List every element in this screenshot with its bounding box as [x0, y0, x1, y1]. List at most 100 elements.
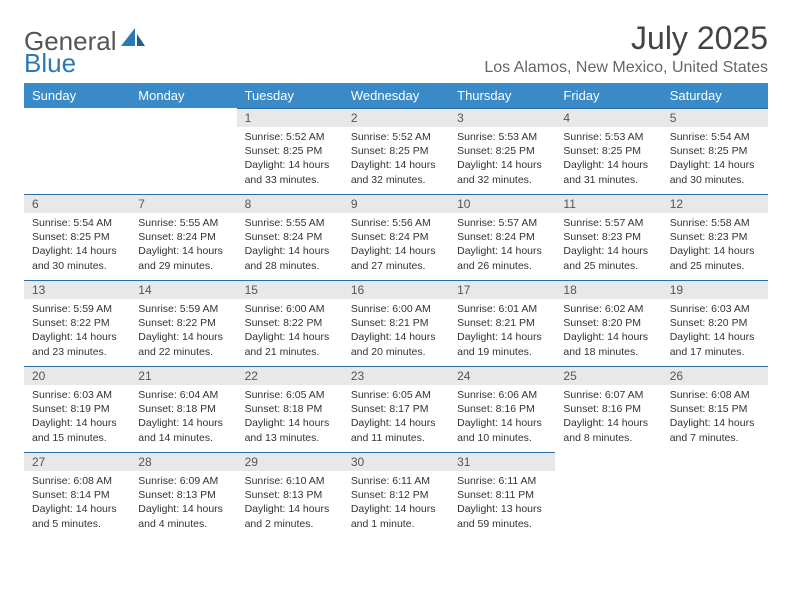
calendar-day-cell: 11Sunrise: 5:57 AMSunset: 8:23 PMDayligh… [555, 194, 661, 280]
weekday-header: Friday [555, 83, 661, 108]
sunset-text: Sunset: 8:11 PM [457, 488, 547, 502]
sunset-text: Sunset: 8:25 PM [245, 144, 335, 158]
calendar-day-cell: 22Sunrise: 6:05 AMSunset: 8:18 PMDayligh… [237, 366, 343, 452]
daylight-text: Daylight: 14 hours and 22 minutes. [138, 330, 228, 358]
calendar-week-row: 1Sunrise: 5:52 AMSunset: 8:25 PMDaylight… [24, 108, 768, 194]
calendar-table: SundayMondayTuesdayWednesdayThursdayFrid… [24, 83, 768, 538]
weekday-header: Saturday [662, 83, 768, 108]
weekday-header: Sunday [24, 83, 130, 108]
daylight-text: Daylight: 14 hours and 33 minutes. [245, 158, 335, 186]
day-number: 2 [343, 108, 449, 127]
day-details: Sunrise: 6:02 AMSunset: 8:20 PMDaylight:… [555, 299, 661, 365]
sunrise-text: Sunrise: 6:00 AM [245, 302, 335, 316]
sunrise-text: Sunrise: 5:58 AM [670, 216, 760, 230]
calendar-day-cell: 26Sunrise: 6:08 AMSunset: 8:15 PMDayligh… [662, 366, 768, 452]
calendar-day-cell: 7Sunrise: 5:55 AMSunset: 8:24 PMDaylight… [130, 194, 236, 280]
day-number: 27 [24, 452, 130, 471]
day-details: Sunrise: 6:05 AMSunset: 8:17 PMDaylight:… [343, 385, 449, 451]
sunset-text: Sunset: 8:20 PM [670, 316, 760, 330]
month-title: July 2025 [484, 20, 768, 57]
sunrise-text: Sunrise: 5:59 AM [138, 302, 228, 316]
calendar-day-cell: 12Sunrise: 5:58 AMSunset: 8:23 PMDayligh… [662, 194, 768, 280]
sunset-text: Sunset: 8:25 PM [351, 144, 441, 158]
calendar-day-cell [130, 108, 236, 194]
header: GeneralBlue July 2025 Los Alamos, New Me… [24, 20, 768, 77]
day-details: Sunrise: 6:10 AMSunset: 8:13 PMDaylight:… [237, 471, 343, 537]
calendar-day-cell: 16Sunrise: 6:00 AMSunset: 8:21 PMDayligh… [343, 280, 449, 366]
daylight-text: Daylight: 14 hours and 7 minutes. [670, 416, 760, 444]
sunset-text: Sunset: 8:15 PM [670, 402, 760, 416]
day-number: 8 [237, 194, 343, 213]
brand-part2: Blue [24, 50, 147, 76]
daylight-text: Daylight: 14 hours and 29 minutes. [138, 244, 228, 272]
sunset-text: Sunset: 8:25 PM [32, 230, 122, 244]
day-number: 4 [555, 108, 661, 127]
sunrise-text: Sunrise: 5:52 AM [245, 130, 335, 144]
sunrise-text: Sunrise: 6:01 AM [457, 302, 547, 316]
calendar-day-cell: 5Sunrise: 5:54 AMSunset: 8:25 PMDaylight… [662, 108, 768, 194]
day-number: 12 [662, 194, 768, 213]
calendar-day-cell: 18Sunrise: 6:02 AMSunset: 8:20 PMDayligh… [555, 280, 661, 366]
location-text: Los Alamos, New Mexico, United States [484, 59, 768, 77]
calendar-day-cell: 9Sunrise: 5:56 AMSunset: 8:24 PMDaylight… [343, 194, 449, 280]
sunset-text: Sunset: 8:16 PM [563, 402, 653, 416]
sunrise-text: Sunrise: 6:05 AM [351, 388, 441, 402]
calendar-day-cell: 10Sunrise: 5:57 AMSunset: 8:24 PMDayligh… [449, 194, 555, 280]
daylight-text: Daylight: 14 hours and 14 minutes. [138, 416, 228, 444]
day-number: 21 [130, 366, 236, 385]
day-number: 24 [449, 366, 555, 385]
sunset-text: Sunset: 8:21 PM [351, 316, 441, 330]
calendar-day-cell: 29Sunrise: 6:10 AMSunset: 8:13 PMDayligh… [237, 452, 343, 538]
day-details: Sunrise: 5:53 AMSunset: 8:25 PMDaylight:… [555, 127, 661, 193]
day-details: Sunrise: 5:53 AMSunset: 8:25 PMDaylight:… [449, 127, 555, 193]
daylight-text: Daylight: 14 hours and 11 minutes. [351, 416, 441, 444]
sunset-text: Sunset: 8:20 PM [563, 316, 653, 330]
day-number: 6 [24, 194, 130, 213]
daylight-text: Daylight: 14 hours and 1 minute. [351, 502, 441, 530]
calendar-day-cell: 19Sunrise: 6:03 AMSunset: 8:20 PMDayligh… [662, 280, 768, 366]
day-details: Sunrise: 5:54 AMSunset: 8:25 PMDaylight:… [662, 127, 768, 193]
weekday-header: Wednesday [343, 83, 449, 108]
sunset-text: Sunset: 8:23 PM [563, 230, 653, 244]
calendar-day-cell: 30Sunrise: 6:11 AMSunset: 8:12 PMDayligh… [343, 452, 449, 538]
daylight-text: Daylight: 14 hours and 21 minutes. [245, 330, 335, 358]
day-details: Sunrise: 6:01 AMSunset: 8:21 PMDaylight:… [449, 299, 555, 365]
day-details: Sunrise: 6:11 AMSunset: 8:11 PMDaylight:… [449, 471, 555, 537]
daylight-text: Daylight: 13 hours and 59 minutes. [457, 502, 547, 530]
sunrise-text: Sunrise: 6:08 AM [32, 474, 122, 488]
day-details: Sunrise: 5:52 AMSunset: 8:25 PMDaylight:… [237, 127, 343, 193]
sunset-text: Sunset: 8:17 PM [351, 402, 441, 416]
day-details: Sunrise: 5:55 AMSunset: 8:24 PMDaylight:… [237, 213, 343, 279]
sunset-text: Sunset: 8:13 PM [138, 488, 228, 502]
day-number: 31 [449, 452, 555, 471]
day-number: 23 [343, 366, 449, 385]
day-number: 10 [449, 194, 555, 213]
daylight-text: Daylight: 14 hours and 4 minutes. [138, 502, 228, 530]
day-number: 26 [662, 366, 768, 385]
day-details: Sunrise: 6:04 AMSunset: 8:18 PMDaylight:… [130, 385, 236, 451]
daylight-text: Daylight: 14 hours and 25 minutes. [670, 244, 760, 272]
day-details: Sunrise: 5:52 AMSunset: 8:25 PMDaylight:… [343, 127, 449, 193]
day-details: Sunrise: 5:59 AMSunset: 8:22 PMDaylight:… [24, 299, 130, 365]
calendar-day-cell [24, 108, 130, 194]
title-block: July 2025 Los Alamos, New Mexico, United… [484, 20, 768, 77]
calendar-day-cell: 25Sunrise: 6:07 AMSunset: 8:16 PMDayligh… [555, 366, 661, 452]
day-details: Sunrise: 6:00 AMSunset: 8:21 PMDaylight:… [343, 299, 449, 365]
sunrise-text: Sunrise: 6:09 AM [138, 474, 228, 488]
day-details: Sunrise: 6:03 AMSunset: 8:20 PMDaylight:… [662, 299, 768, 365]
sunrise-text: Sunrise: 6:10 AM [245, 474, 335, 488]
daylight-text: Daylight: 14 hours and 2 minutes. [245, 502, 335, 530]
calendar-day-cell: 4Sunrise: 5:53 AMSunset: 8:25 PMDaylight… [555, 108, 661, 194]
day-details: Sunrise: 5:58 AMSunset: 8:23 PMDaylight:… [662, 213, 768, 279]
sunset-text: Sunset: 8:24 PM [351, 230, 441, 244]
day-number: 19 [662, 280, 768, 299]
sunrise-text: Sunrise: 6:03 AM [32, 388, 122, 402]
calendar-day-cell: 17Sunrise: 6:01 AMSunset: 8:21 PMDayligh… [449, 280, 555, 366]
day-number: 30 [343, 452, 449, 471]
day-number: 17 [449, 280, 555, 299]
daylight-text: Daylight: 14 hours and 25 minutes. [563, 244, 653, 272]
weekday-header-row: SundayMondayTuesdayWednesdayThursdayFrid… [24, 83, 768, 108]
calendar-day-cell: 6Sunrise: 5:54 AMSunset: 8:25 PMDaylight… [24, 194, 130, 280]
day-number: 18 [555, 280, 661, 299]
day-number: 14 [130, 280, 236, 299]
